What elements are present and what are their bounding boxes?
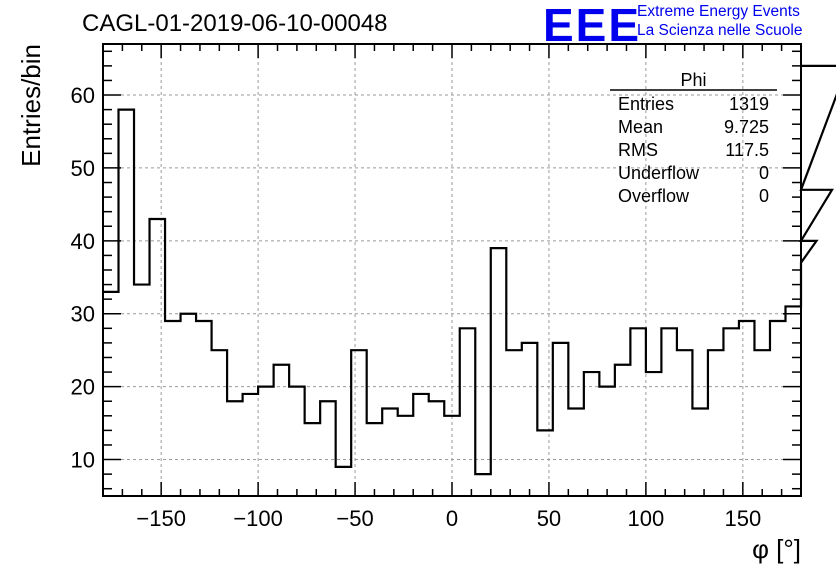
stats-value: 1319 — [729, 94, 769, 114]
y-tick-label: 40 — [71, 229, 95, 254]
stats-value: 0 — [759, 163, 769, 183]
x-tick-label: −150 — [136, 506, 186, 531]
x-tick-label: −50 — [336, 506, 373, 531]
y-tick-label: 20 — [71, 375, 95, 400]
axis-ticks — [103, 44, 801, 496]
eee-logo: EEE — [543, 0, 642, 51]
stats-value: 9.725 — [724, 117, 769, 137]
x-tick-label: 50 — [537, 506, 561, 531]
y-tick-label: 30 — [71, 302, 95, 327]
x-tick-label: 0 — [446, 506, 458, 531]
stats-title: Phi — [680, 70, 706, 90]
y-axis-title: Entries/bin — [16, 44, 46, 167]
stats-label: Mean — [618, 117, 663, 137]
logo-caption: Extreme Energy Events La Scienza nelle S… — [637, 2, 802, 40]
stats-label: Entries — [618, 94, 674, 114]
y-tick-labels: 10 20 30 40 50 60 — [71, 83, 95, 473]
y-tick-label: 50 — [71, 156, 95, 181]
grid-lines — [103, 44, 801, 496]
y-tick-label: 60 — [71, 83, 95, 108]
x-axis-title: φ [°] — [752, 534, 801, 564]
histogram-step-line — [103, 64, 836, 476]
stats-label: Overflow — [618, 186, 690, 206]
stats-label: RMS — [618, 140, 658, 160]
stats-value: 0 — [759, 186, 769, 206]
x-tick-label: 150 — [724, 506, 761, 531]
chart-title: CAGL-01-2019-06-10-00048 — [82, 10, 388, 37]
stats-label: Underflow — [618, 163, 700, 183]
x-tick-label: −100 — [233, 506, 283, 531]
stats-box: Phi Entries 1319 Mean 9.725 RMS 117.5 Underflow… — [610, 70, 777, 206]
y-tick-label: 10 — [71, 448, 95, 473]
stats-value: 117.5 — [725, 140, 769, 160]
x-tick-label: 100 — [628, 506, 665, 531]
logo-caption-line1: Extreme Energy Events — [637, 3, 800, 20]
x-tick-labels: −150 −100 −50 0 50 100 150 — [136, 506, 761, 531]
logo-caption-line2: La Scienza nelle Scuole — [637, 22, 803, 39]
